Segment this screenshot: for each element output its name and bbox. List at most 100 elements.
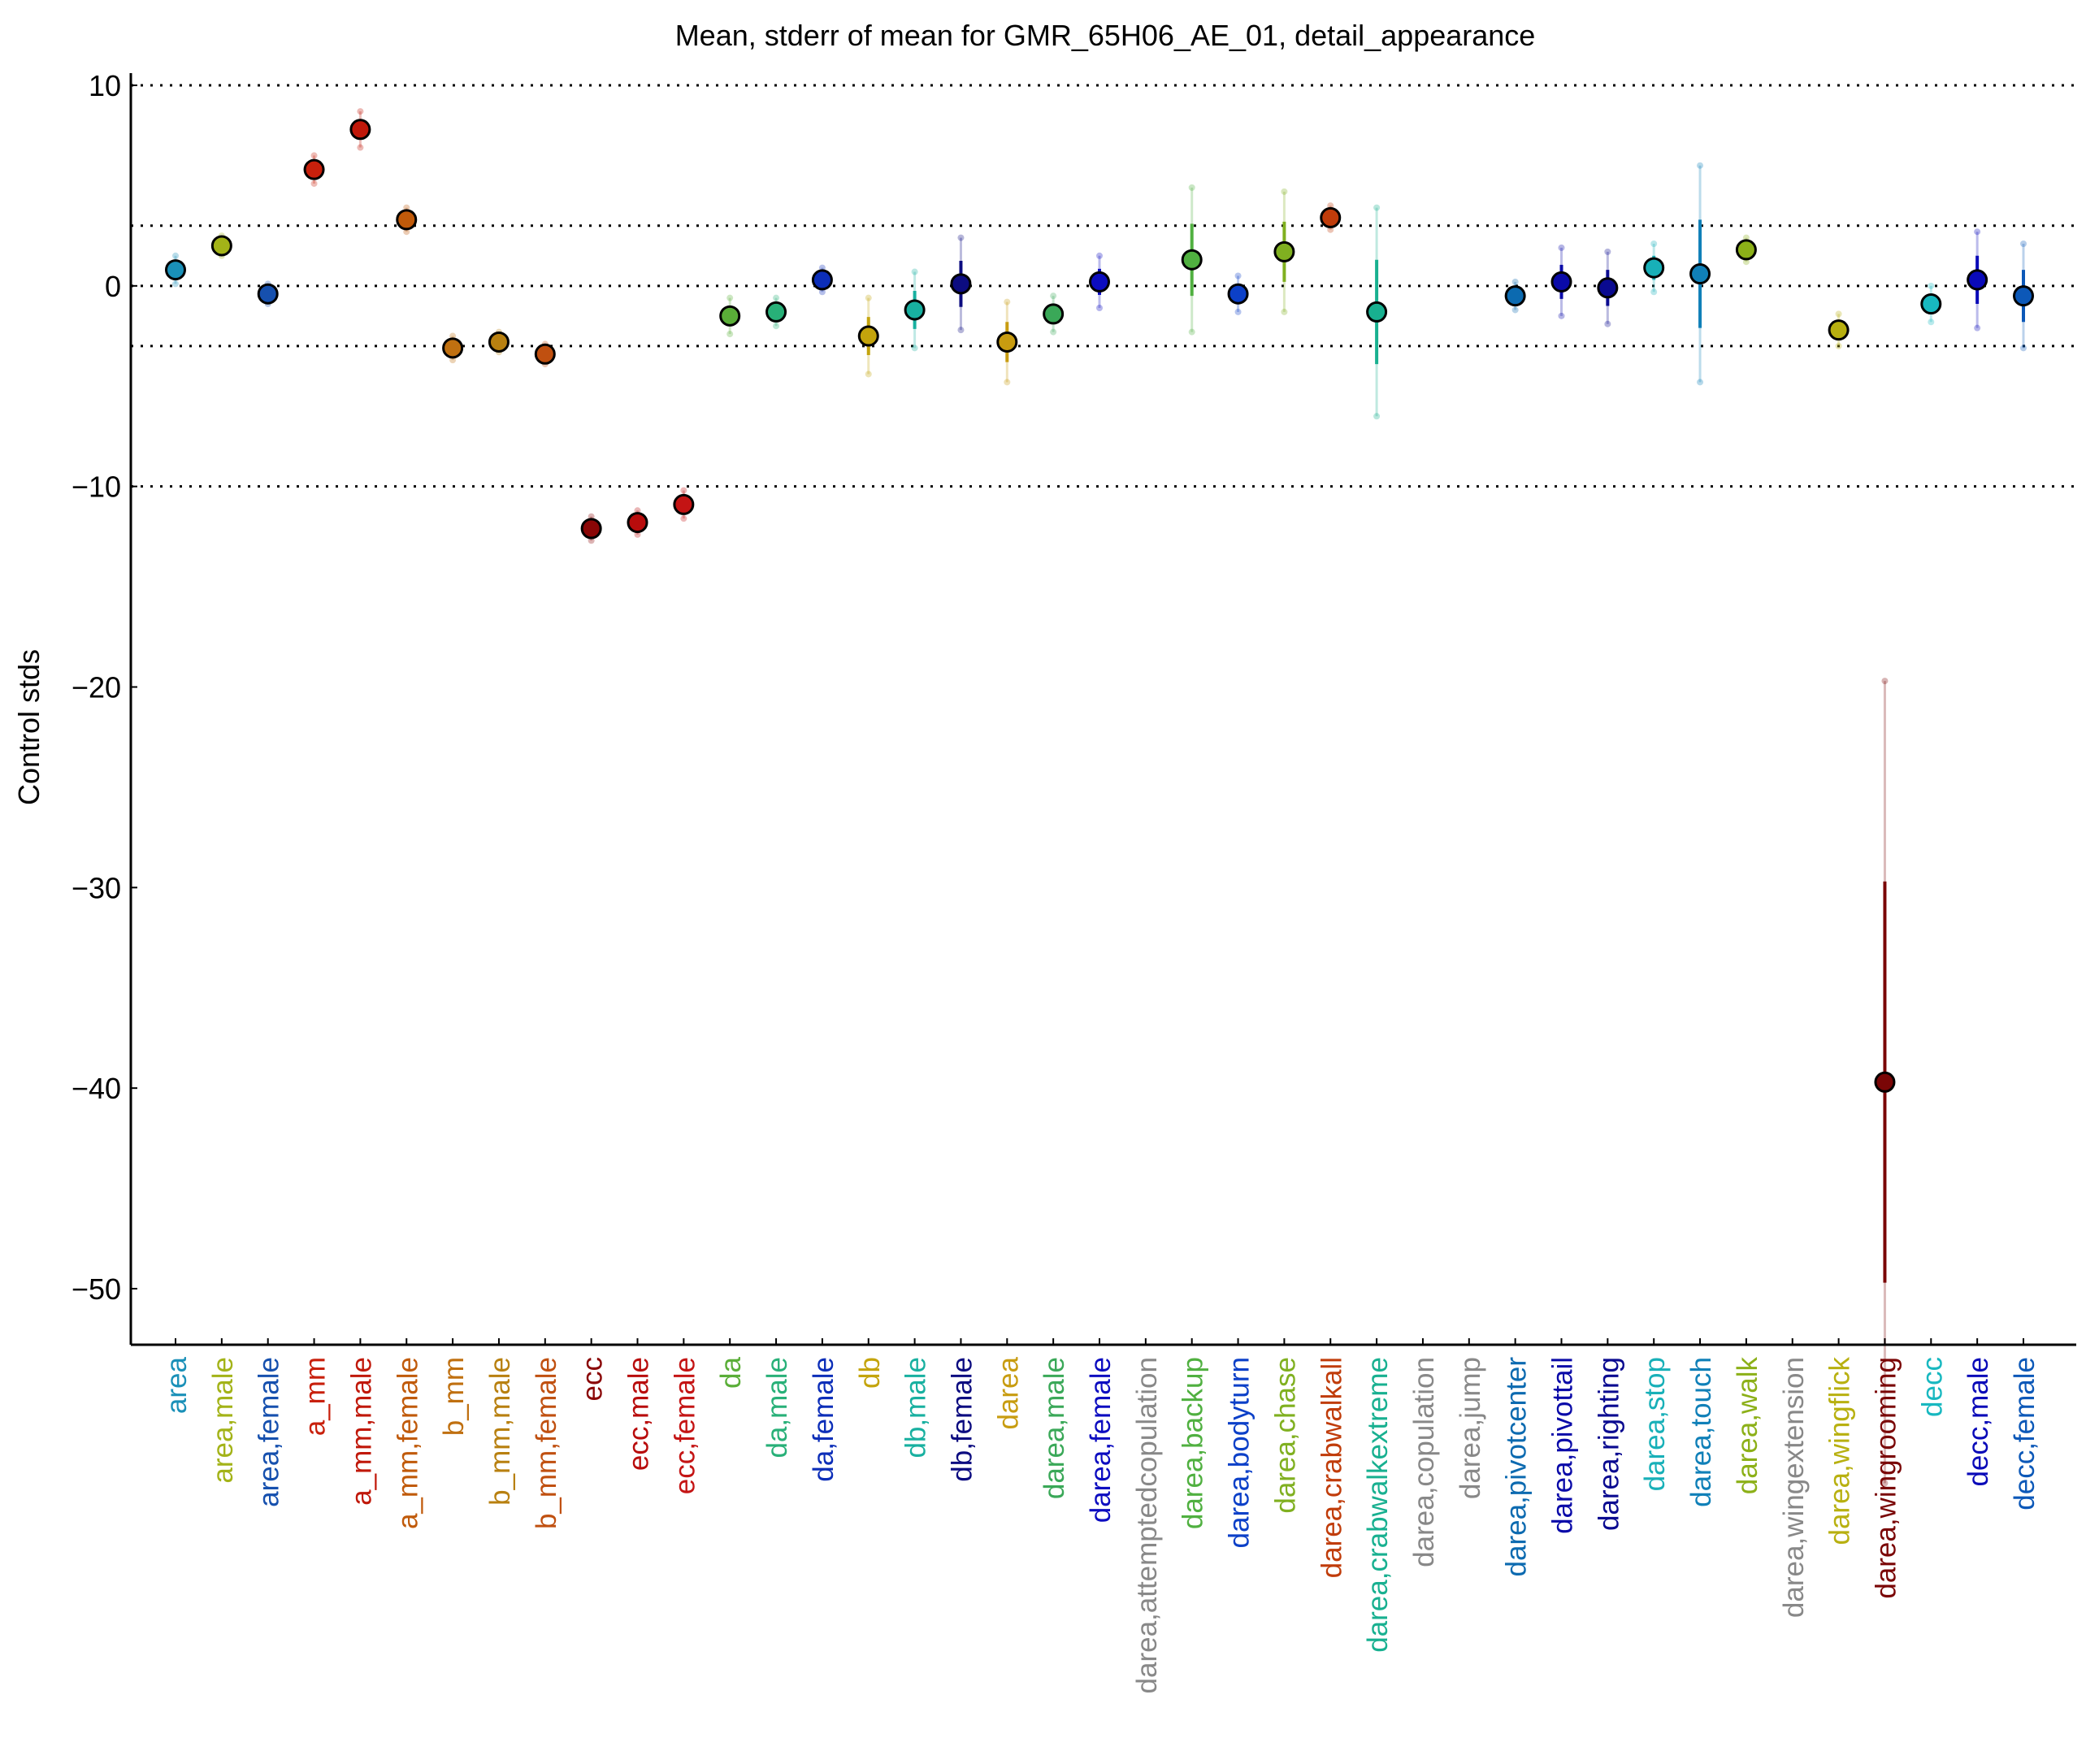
mean-point [210, 235, 232, 257]
mean-point [580, 518, 602, 540]
x-tick-label: darea,stop [1639, 1357, 1671, 1491]
x-tick-label: darea,chase [1269, 1357, 1301, 1514]
mean-point [1089, 271, 1110, 293]
error-bar-cap [172, 280, 179, 288]
y-tick-label: −30 [72, 871, 121, 904]
error-bar-cap [1835, 310, 1842, 318]
mean-point [996, 331, 1018, 353]
error-bar-cap [1881, 678, 1889, 685]
error-bar-cap [726, 331, 734, 338]
x-tick-label: darea,crabwalkextreme [1362, 1357, 1394, 1653]
y-tick-label: −50 [72, 1272, 121, 1306]
error-bar-cap [1835, 342, 1842, 349]
x-tick-label: darea,attemptedcopulation [1131, 1357, 1163, 1693]
mean-point [719, 305, 741, 327]
x-tick-label: db [854, 1357, 886, 1389]
x-tick-label: db,male [900, 1357, 932, 1458]
error-bar-cap [172, 252, 179, 259]
mean-point [1320, 206, 1342, 228]
x-tick-label: darea,bodyturn [1224, 1357, 1256, 1548]
mean-point [1920, 293, 1942, 315]
x-tick-label: darea,righting [1593, 1357, 1624, 1531]
mean-point [1735, 239, 1757, 261]
x-tick-label: da [715, 1356, 747, 1388]
error-bar-cap [1650, 288, 1658, 296]
mean-point [349, 119, 371, 141]
x-tick-label: b_mm [438, 1357, 470, 1436]
mean-point [673, 493, 695, 515]
error-bar-cap [1974, 324, 1981, 332]
x-tick-label: b_mm,male [484, 1357, 516, 1506]
x-tick-label: a_mm,female [392, 1357, 423, 1529]
error-bar-cap [1697, 379, 1704, 386]
error-bar-cap [357, 108, 364, 115]
error-bar-cap [1004, 298, 1011, 306]
y-axis-label: Control stds [12, 649, 46, 805]
x-tick-label: da,male [761, 1357, 793, 1458]
error-bar-cap [1650, 240, 1658, 247]
x-tick-label: a_mm,male [345, 1357, 377, 1506]
x-tick-label: darea,touch [1685, 1357, 1717, 1507]
x-tick-label: darea,jump [1455, 1357, 1486, 1499]
x-tick-label: area [161, 1356, 193, 1414]
error-bar-cap [911, 345, 918, 352]
error-bar-cap [357, 144, 364, 151]
x-tick-label: darea,female [1085, 1357, 1117, 1523]
error-bars [172, 108, 2027, 1487]
y-tick-label: 0 [105, 270, 121, 303]
error-bar-cap [680, 487, 687, 494]
x-tick-label: ecc [577, 1357, 609, 1401]
error-bar-cap [1697, 162, 1704, 169]
error-bar-cap [2020, 240, 2027, 247]
error-bar-cap [1558, 312, 1565, 319]
error-bar-cap [1188, 328, 1195, 336]
error-bar-cap [1188, 184, 1195, 191]
x-tick-label: darea,male [1039, 1357, 1070, 1499]
error-bar-cap [1511, 278, 1519, 285]
x-tick-label: darea [992, 1356, 1024, 1429]
y-tick-label: 10 [89, 69, 121, 102]
mean-point [257, 283, 279, 305]
mean-point [1643, 257, 1665, 279]
y-axis-ticks: 10 0 −10 −20 −30 −40 −50 [72, 69, 137, 1306]
error-bar-cap [957, 234, 965, 241]
x-tick-label: darea,crabwalkall [1316, 1357, 1347, 1578]
mean-point [165, 259, 186, 281]
mean-point [1273, 241, 1295, 262]
x-tick-label: b_mm,female [531, 1357, 562, 1529]
error-bar-cap [1974, 228, 1981, 236]
mean-point [765, 301, 787, 323]
x-tick-label: darea,walk [1732, 1357, 1763, 1495]
error-bar-cap [1096, 252, 1103, 259]
chart-title: Mean, stderr of mean for GMR_65H06_AE_01… [675, 19, 1536, 52]
error-bar-cap [1928, 319, 1935, 326]
mean-point [1550, 271, 1572, 293]
x-tick-label: area,female [254, 1357, 285, 1507]
mean-point [1597, 277, 1619, 299]
x-tick-label: darea,pivottail [1547, 1357, 1579, 1534]
mean-point [1181, 249, 1203, 271]
error-bar-cap [1234, 272, 1242, 280]
data-points [165, 119, 2034, 1093]
error-bar-cap [680, 515, 687, 522]
mean-point [1227, 283, 1249, 305]
x-tick-label: db,female [946, 1357, 978, 1482]
mean-point [904, 299, 926, 321]
mean-point [303, 158, 325, 180]
mean-point [1828, 319, 1850, 341]
mean-point [950, 273, 972, 295]
error-bar-cap [1050, 293, 1057, 300]
error-bar-cap [1234, 308, 1242, 315]
mean-point [857, 325, 879, 347]
x-tick-label: darea,copulation [1408, 1357, 1440, 1567]
error-bar-cap [310, 180, 318, 187]
mean-point [442, 337, 464, 359]
error-bar-cap [1511, 306, 1519, 314]
y-tick-label: −10 [72, 470, 121, 504]
mean-point [1967, 269, 1988, 291]
error-bar-cap [2020, 345, 2027, 352]
error-bar-cap [726, 294, 734, 301]
mean-point [1689, 263, 1711, 285]
mean-point [1366, 301, 1388, 323]
